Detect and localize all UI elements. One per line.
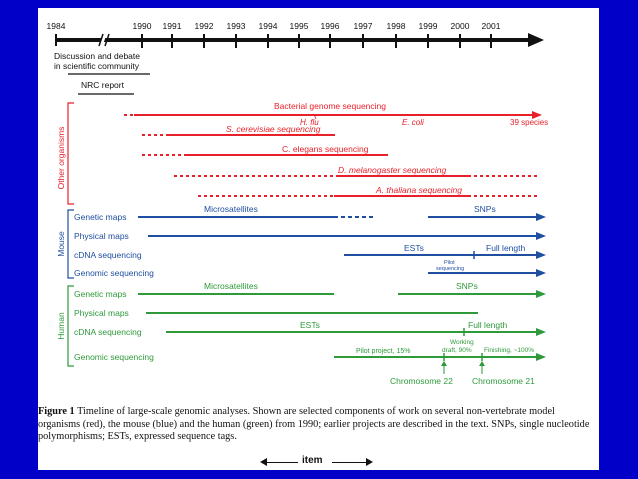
mouse-pilot-line1: Pilot: [444, 260, 455, 266]
mouse-rows: Genetic maps Microsatellites SNPs Physic…: [74, 204, 546, 278]
human-physical-maps: Physical maps: [74, 308, 129, 318]
hflu-label: H. flu: [300, 118, 319, 127]
year-label: 1991: [163, 21, 182, 31]
section-label-human: Human: [56, 312, 66, 340]
ecoli-label: E. coli: [402, 118, 424, 127]
species39-label: 39 species: [510, 118, 548, 127]
mouse-micro-label: Microsatellites: [204, 204, 258, 214]
human-genetic-maps: Genetic maps: [74, 289, 126, 299]
year-label: 1984: [47, 21, 66, 31]
arrow-right-icon[interactable]: [366, 458, 373, 466]
human-ests-label: ESTs: [300, 320, 320, 330]
year-label: 1993: [227, 21, 246, 31]
discussion-note: Discussion and debate in scientific comm…: [54, 51, 150, 95]
year-label: 1992: [195, 21, 214, 31]
chr21-label: Chromosome 21: [472, 376, 535, 386]
discussion-line-1: Discussion and debate: [54, 51, 140, 61]
year-label: 1998: [387, 21, 406, 31]
year-label: 1999: [419, 21, 438, 31]
mouse-cdna: cDNA sequencing: [74, 250, 142, 260]
nav-line-left: [262, 462, 298, 463]
figure-caption: Figure 1 Timeline of large-scale genomic…: [38, 406, 599, 444]
year-label: 2001: [482, 21, 501, 31]
mouse-genetic-maps: Genetic maps: [74, 212, 126, 222]
timeline-axis: 1984 1990 1991 1992 1993 1994 1995 1996 …: [47, 21, 544, 48]
human-micro-label: Microsatellites: [204, 281, 258, 291]
mouse-genomic: Genomic sequencing: [74, 268, 154, 278]
melanogaster-label: D. melanogaster sequencing: [338, 165, 446, 175]
discussion-line-2: in scientific community: [54, 61, 140, 71]
mouse-physical-maps: Physical maps: [74, 231, 129, 241]
human-cdna: cDNA sequencing: [74, 327, 142, 337]
thaliana-label: A. thaliana sequencing: [375, 185, 462, 195]
year-label: 1990: [133, 21, 152, 31]
nav-line-right: [332, 462, 368, 463]
mouse-ests-label: ESTs: [404, 243, 424, 253]
other-organisms-bars: Bacterial genome sequencing H. flu E. co…: [124, 101, 548, 197]
year-label: 1997: [354, 21, 373, 31]
human-rows: Genetic maps Microsatellites SNPs Physic…: [74, 281, 546, 386]
pilot15-label: Pilot project, 15%: [356, 348, 410, 355]
elegans-label: C. elegans sequencing: [282, 144, 369, 154]
year-label: 1994: [259, 21, 278, 31]
nrc-report: NRC report: [81, 80, 125, 90]
timeline-diagram: 1984 1990 1991 1992 1993 1994 1995 1996 …: [47, 21, 549, 386]
human-genomic: Genomic sequencing: [74, 352, 154, 362]
year-label: 2000: [451, 21, 470, 31]
human-snps-label: SNPs: [456, 281, 478, 291]
chr22-label: Chromosome 22: [390, 376, 453, 386]
year-label: 1996: [321, 21, 340, 31]
section-label-other: Other organisms: [56, 127, 66, 190]
item-navigation: item: [38, 455, 599, 469]
caption-text: Timeline of large-scale genomic analyses…: [38, 406, 590, 443]
figure-label: Figure 1: [38, 406, 75, 417]
mouse-full-label: Full length: [486, 243, 525, 253]
item-label[interactable]: item: [302, 455, 323, 466]
section-brackets: [67, 102, 74, 367]
year-label: 1995: [290, 21, 309, 31]
cerevisiae-label: S. cerevisiae sequencing: [226, 124, 321, 134]
finishing-label: Finishing, ~100%: [484, 347, 534, 354]
working-line2: draft, 90%: [442, 347, 472, 354]
section-label-mouse: Mouse: [56, 231, 66, 257]
working-line1: Working: [450, 339, 474, 346]
mouse-snps-label: SNPs: [474, 204, 496, 214]
slide: 1984 1990 1991 1992 1993 1994 1995 1996 …: [38, 8, 599, 470]
mouse-pilot-line2: sequencing: [436, 266, 464, 272]
human-full-label: Full length: [468, 320, 507, 330]
bacterial-label: Bacterial genome sequencing: [274, 101, 386, 111]
